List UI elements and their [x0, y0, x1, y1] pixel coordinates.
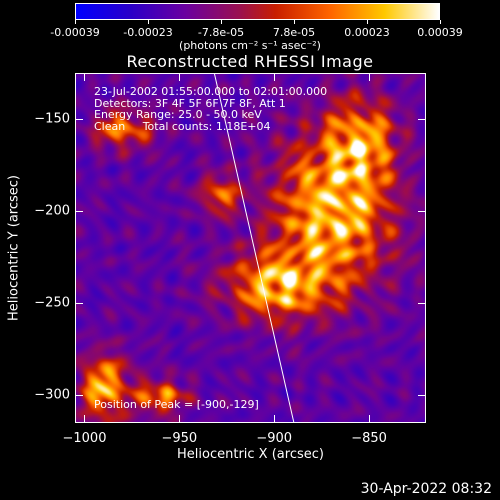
peak-position: Position of Peak = [-900,-129] [94, 398, 259, 411]
chart-title: Reconstructed RHESSI Image [126, 52, 374, 71]
timestamp: 30-Apr-2022 08:32 [360, 481, 492, 497]
colorbar-tick-label: -7.8e-05 [197, 26, 245, 39]
x-axis-tick [84, 73, 86, 81]
heatmap-image [76, 74, 425, 422]
colorbar [75, 3, 440, 20]
plot-overlay [214, 74, 295, 422]
y-axis-tick [418, 211, 426, 213]
x-tick-label: −950 [161, 431, 198, 446]
y-axis-tick [418, 395, 426, 397]
solar-limb-line [214, 74, 295, 422]
x-axis-tick [274, 73, 276, 81]
colorbar-tick-label: -0.00023 [123, 26, 173, 39]
info-total-counts: Clean Total counts: 1.18E+04 [94, 119, 271, 133]
x-axis-tick [369, 415, 371, 423]
x-axis-tick [179, 415, 181, 423]
colorbar-tick [440, 20, 441, 24]
colorbar-tick [221, 20, 222, 24]
x-axis-tick [274, 415, 276, 423]
y-axis-tick [75, 303, 83, 305]
y-tick-label: −150 [34, 111, 70, 127]
colorbar-tick [148, 20, 149, 24]
x-axis-tick [84, 415, 86, 423]
colorbar-unit: (photons cm⁻² s⁻¹ asec⁻²) [179, 39, 321, 52]
colorbar-tick-label: 7.8e-05 [272, 26, 316, 39]
plot-area [75, 73, 426, 423]
x-axis-tick [369, 73, 371, 81]
colorbar-tick [294, 20, 295, 24]
colorbar-tick [367, 20, 368, 24]
y-axis-tick [418, 303, 426, 305]
colorbar-tick-label: 0.00023 [344, 26, 390, 39]
y-tick-label: −200 [34, 203, 70, 219]
y-axis-tick [75, 395, 83, 397]
info-time-range: 23-Jul-2002 01:55:00.000 to 02:01:00.000 [94, 85, 328, 98]
info-energy-range: Energy Range: 25.0 - 50.0 keV [94, 108, 262, 121]
y-tick-label: −250 [34, 295, 70, 311]
colorbar-tick-label: 0.00039 [417, 26, 463, 39]
y-axis-label: Heliocentric Y (arcsec) [6, 175, 22, 321]
y-axis-tick [75, 211, 83, 213]
x-tick-label: −900 [256, 431, 293, 446]
x-tick-label: −1000 [62, 431, 107, 446]
y-axis-tick [418, 119, 426, 121]
x-axis-tick [179, 73, 181, 81]
y-axis-tick [75, 119, 83, 121]
x-tick-label: −850 [351, 431, 387, 446]
colorbar-tick [75, 20, 76, 24]
info-detectors: Detectors: 3F 4F 5F 6F 7F 8F, Att 1 [94, 96, 286, 110]
y-tick-label: −300 [34, 387, 70, 403]
x-axis-label: Heliocentric X (arcsec) [177, 447, 324, 462]
colorbar-tick-label: -0.00039 [50, 26, 100, 39]
observation-info: 23-Jul-2002 01:55:00.000 to 02:01:00.000… [94, 86, 327, 132]
